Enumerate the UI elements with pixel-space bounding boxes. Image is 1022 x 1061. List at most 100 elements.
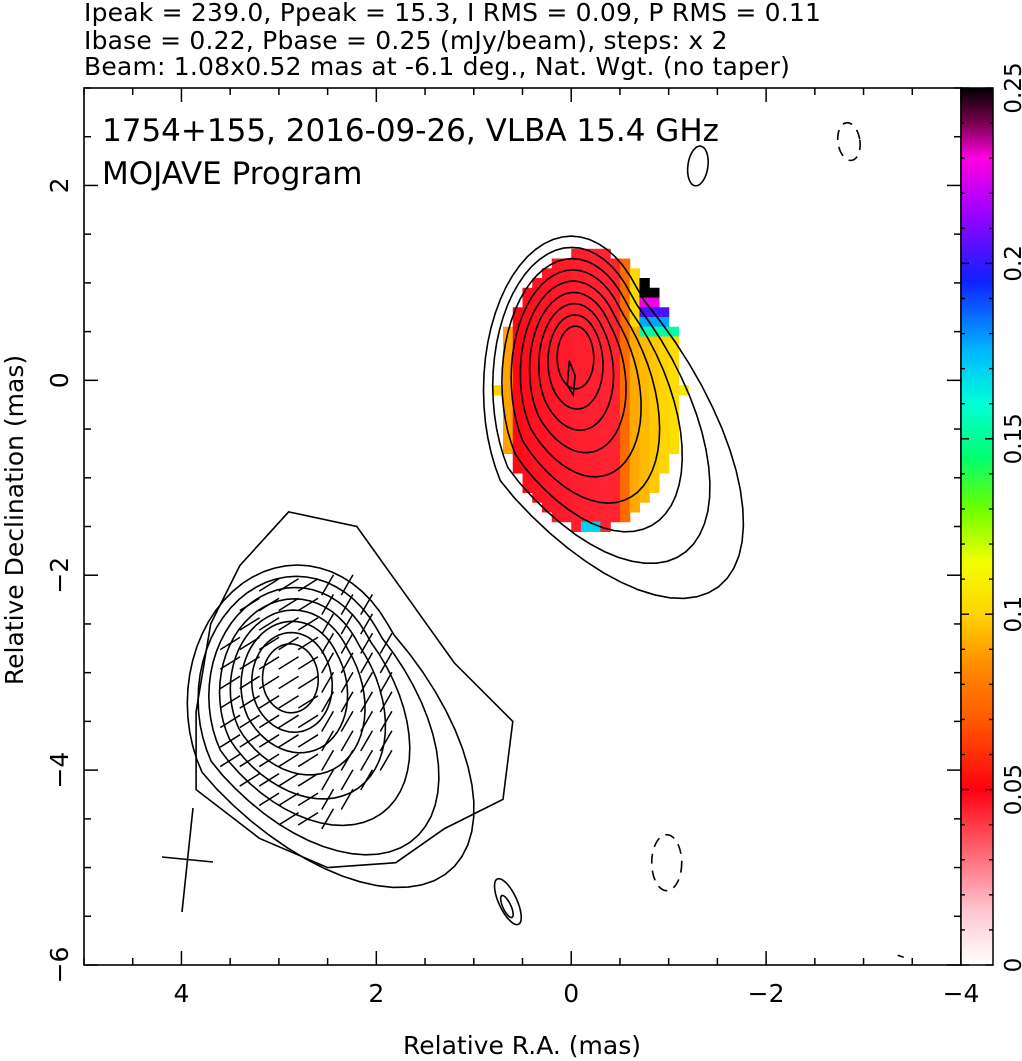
pol-pixel <box>610 394 621 406</box>
pol-pixel <box>541 346 553 357</box>
pol-pixel <box>580 336 592 347</box>
pol-pixel <box>551 297 563 308</box>
pol-pixel <box>541 492 553 503</box>
evpa-tick <box>278 578 299 592</box>
pol-pixel <box>649 414 660 425</box>
evpa-tick <box>258 675 280 690</box>
pol-pixel <box>600 433 611 445</box>
pol-pixel <box>522 365 533 377</box>
evpa-tick <box>278 617 299 631</box>
pol-pixel <box>571 492 582 503</box>
pol-pixel <box>522 287 533 299</box>
plot-frame <box>83 87 962 966</box>
evpa-tick <box>340 613 354 635</box>
colorbar-ticks <box>961 87 993 966</box>
pol-pixel <box>571 316 582 328</box>
evpa-tick <box>379 691 393 713</box>
pol-pixel <box>551 316 563 328</box>
pol-pixel <box>658 463 670 474</box>
pol-pixel <box>571 297 582 308</box>
pol-pixel <box>580 346 592 357</box>
pol-pixel <box>600 521 611 532</box>
pol-pixel <box>649 375 660 386</box>
pol-pixel <box>512 365 524 377</box>
jet-contour <box>197 575 440 856</box>
pol-pixel <box>503 365 514 377</box>
core-contour <box>491 246 711 564</box>
pol-pixel <box>610 511 621 523</box>
header-line-1: Ipeak = 239.0, Ppeak = 15.3, I RMS = 0.0… <box>84 0 822 27</box>
pol-pixel <box>639 336 650 347</box>
pol-pixel <box>522 463 533 474</box>
pol-pixel <box>532 326 543 338</box>
pol-pixel <box>532 463 543 474</box>
pol-pixel <box>590 375 602 386</box>
pol-pixel <box>610 433 621 445</box>
pol-pixel <box>658 346 670 357</box>
pol-pixel <box>639 278 650 289</box>
pol-pixel <box>561 346 572 357</box>
pol-pixel <box>629 502 641 513</box>
pol-pixel <box>551 424 563 435</box>
pol-pixel <box>541 433 553 445</box>
pol-pixel <box>580 365 592 377</box>
pol-pixel <box>649 482 660 493</box>
pol-pixel <box>532 472 543 484</box>
pol-pixel <box>629 463 641 474</box>
pol-pixel <box>512 355 524 367</box>
pol-pixel <box>610 316 621 328</box>
beam-marker <box>161 807 214 913</box>
jet-outer-contour <box>195 511 514 869</box>
pol-pixel <box>600 482 611 493</box>
pol-pixel <box>512 346 524 357</box>
pol-pixel <box>571 463 582 474</box>
pol-pixel <box>541 472 553 484</box>
pol-pixel <box>522 394 533 406</box>
pol-pixel <box>600 297 611 308</box>
pol-pixel <box>522 316 533 328</box>
pol-pixel <box>649 463 660 474</box>
pol-pixel <box>561 278 572 289</box>
pol-pixel <box>610 326 621 338</box>
evpa-tick <box>278 597 299 612</box>
pol-pixel <box>619 433 631 445</box>
core-contour <box>556 325 595 390</box>
pol-pixel <box>658 316 670 328</box>
x-tick-label: −2 <box>748 979 785 1008</box>
pol-pixel <box>619 463 631 474</box>
evpa-tick <box>258 578 280 592</box>
pol-pixel <box>600 511 611 523</box>
pol-pixel <box>590 258 602 269</box>
pol-pixel <box>561 404 572 416</box>
pol-pixel <box>610 463 621 474</box>
x-tick-label: 0 <box>563 979 579 1008</box>
pol-pixel <box>668 365 680 377</box>
evpa-tick <box>321 671 335 693</box>
evpa-tick <box>379 671 393 693</box>
pol-pixel <box>580 414 592 425</box>
pol-pixel <box>600 355 611 367</box>
pol-pixel <box>522 326 533 338</box>
pol-pixel <box>619 502 631 513</box>
pol-pixel <box>590 316 602 328</box>
pol-pixel <box>541 375 553 386</box>
evpa-tick <box>321 730 335 752</box>
pol-pixel <box>590 521 602 532</box>
pol-pixel <box>512 385 524 396</box>
pol-pixel <box>551 463 563 474</box>
pol-pixel <box>532 453 543 464</box>
pol-pixel <box>610 336 621 347</box>
pol-pixel <box>658 394 670 406</box>
pol-pixel <box>551 511 563 523</box>
pol-pixel <box>600 336 611 347</box>
pol-pixel <box>668 414 680 425</box>
pol-pixel <box>580 297 592 308</box>
evpa-tick <box>321 808 335 830</box>
pol-pixel <box>619 443 631 455</box>
evpa-tick <box>297 636 319 651</box>
evpa-tick <box>340 691 354 713</box>
pol-pixel <box>600 463 611 474</box>
evpa-tick <box>258 695 280 709</box>
colorbar-tick-label: 0.1 <box>1001 596 1022 633</box>
noise-blob-top <box>686 145 709 187</box>
